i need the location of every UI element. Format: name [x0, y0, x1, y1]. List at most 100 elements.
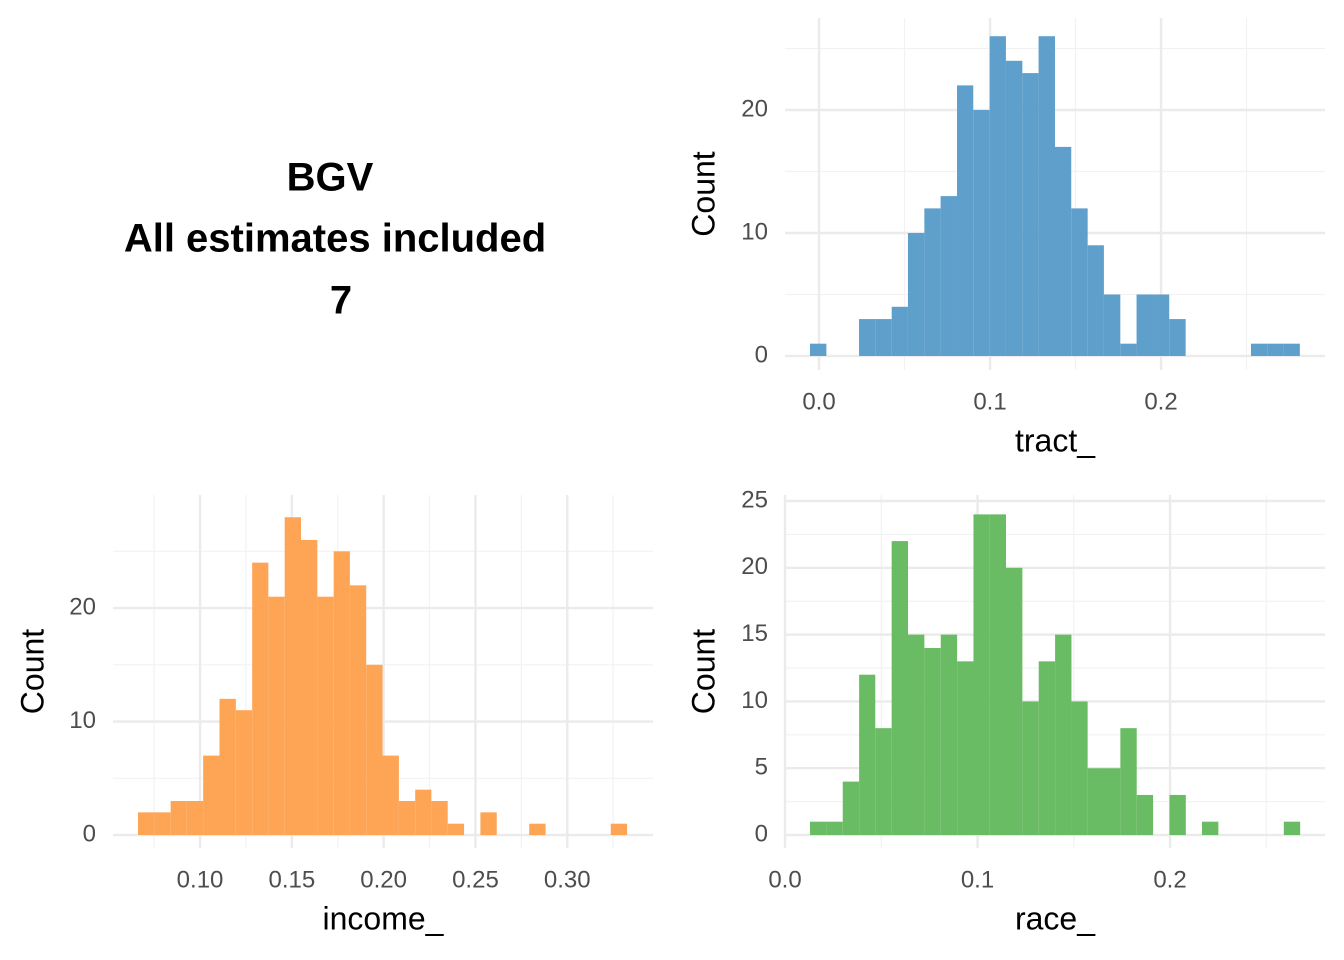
histogram-bar [940, 634, 958, 836]
histogram-bar [989, 514, 1007, 836]
x-axis-title: income_ [323, 900, 445, 936]
y-tick-label: 10 [741, 687, 768, 714]
histogram-bar [1006, 567, 1023, 836]
histogram-bar [875, 319, 892, 356]
histogram-bar [1136, 794, 1154, 836]
histogram-bar [1022, 73, 1039, 356]
histogram-bar [235, 710, 253, 836]
histogram-bar [382, 755, 399, 836]
x-tick-label: 0.30 [544, 866, 591, 893]
histogram-bar [875, 728, 892, 836]
y-tick-label: 0 [755, 341, 768, 368]
header-line: BGV [287, 156, 374, 200]
histogram-bar [1152, 294, 1170, 356]
y-axis-title: Count [685, 629, 721, 715]
x-axis-title: race_ [1015, 900, 1096, 936]
histogram-bar [1120, 728, 1137, 836]
histogram-bar [252, 562, 269, 836]
y-axis-title: Count [14, 629, 50, 715]
histogram-bar [859, 674, 876, 836]
x-tick-label: 0.0 [802, 388, 835, 415]
header-line: All estimates included [124, 217, 546, 261]
histogram-bar [301, 539, 318, 836]
histogram-bar [170, 801, 187, 836]
x-tick-label: 0.2 [1153, 866, 1186, 893]
histogram-bar [349, 585, 367, 836]
x-tick-label: 0.15 [268, 866, 315, 893]
x-tick-label: 0.20 [360, 866, 407, 893]
histogram-bar [1038, 36, 1055, 356]
histogram-bar [1201, 821, 1219, 836]
histogram-bar [1103, 294, 1121, 356]
histogram-bar [891, 306, 908, 356]
histogram-bar [809, 343, 827, 356]
histogram-bar [826, 821, 843, 836]
histogram-bar [1071, 208, 1088, 356]
x-tick-label: 0.25 [452, 866, 499, 893]
histogram-bar [137, 812, 155, 836]
y-tick-label: 10 [69, 707, 96, 734]
y-tick-label: 20 [69, 593, 96, 620]
histogram-bar [1120, 343, 1137, 356]
histogram-bar [1071, 701, 1088, 836]
histogram-bar [447, 823, 465, 836]
histogram-bar [859, 319, 876, 356]
x-tick-label: 0.10 [177, 866, 224, 893]
histogram-bar [284, 517, 302, 836]
x-tick-label: 0.0 [768, 866, 801, 893]
y-tick-label: 20 [741, 553, 768, 580]
y-axis-title: Count [685, 151, 721, 237]
histogram-bar [529, 823, 546, 836]
histogram-bar [219, 698, 236, 836]
histogram-bar [940, 196, 958, 356]
histogram-bar [924, 208, 941, 356]
y-tick-label: 20 [741, 95, 768, 122]
histogram-bar [957, 661, 974, 836]
histogram-bar [1055, 634, 1072, 836]
y-tick-label: 10 [741, 218, 768, 245]
histogram-bar [431, 801, 448, 836]
histogram-bar [1250, 343, 1268, 356]
histogram-bar [1087, 245, 1104, 356]
y-tick-label: 15 [741, 620, 768, 647]
histogram-bar [1283, 343, 1300, 356]
histogram-bar [989, 36, 1006, 356]
header-line: 7 [330, 279, 352, 323]
x-tick-label: 0.2 [1144, 388, 1177, 415]
histogram-bar [1103, 768, 1121, 836]
histogram-bar [186, 801, 204, 836]
y-tick-label: 25 [741, 486, 768, 513]
histogram-bar [957, 85, 974, 356]
histogram-bar [891, 541, 909, 836]
histogram-bar [810, 821, 827, 836]
histogram-bar [333, 551, 350, 836]
histogram-bar [317, 596, 334, 836]
histogram-bar [268, 596, 285, 836]
histogram-bar [1005, 60, 1023, 356]
histogram-bar [1169, 319, 1186, 356]
histogram-bar [415, 789, 432, 836]
histogram-bar [610, 823, 628, 836]
histogram-bar [973, 514, 990, 836]
histogram-bar [480, 812, 497, 836]
histogram-bar [1022, 701, 1039, 836]
y-tick-label: 0 [83, 820, 96, 847]
histogram-bar [1055, 146, 1072, 356]
histogram-bar [398, 801, 416, 836]
histogram-bar [1267, 343, 1284, 356]
histogram-bar [1283, 821, 1301, 836]
x-tick-label: 0.1 [973, 388, 1006, 415]
histogram-bar [908, 634, 925, 836]
y-tick-label: 5 [755, 754, 768, 781]
histogram-bar [1169, 794, 1186, 836]
histogram-bar [907, 232, 925, 356]
histogram-bar [1087, 768, 1104, 836]
x-tick-label: 0.1 [961, 866, 994, 893]
histogram-bar [842, 781, 860, 836]
histogram-bar [1038, 661, 1056, 836]
histogram-bar [924, 647, 941, 836]
x-axis-title: tract_ [1015, 422, 1096, 458]
histogram-bar [1136, 294, 1153, 356]
